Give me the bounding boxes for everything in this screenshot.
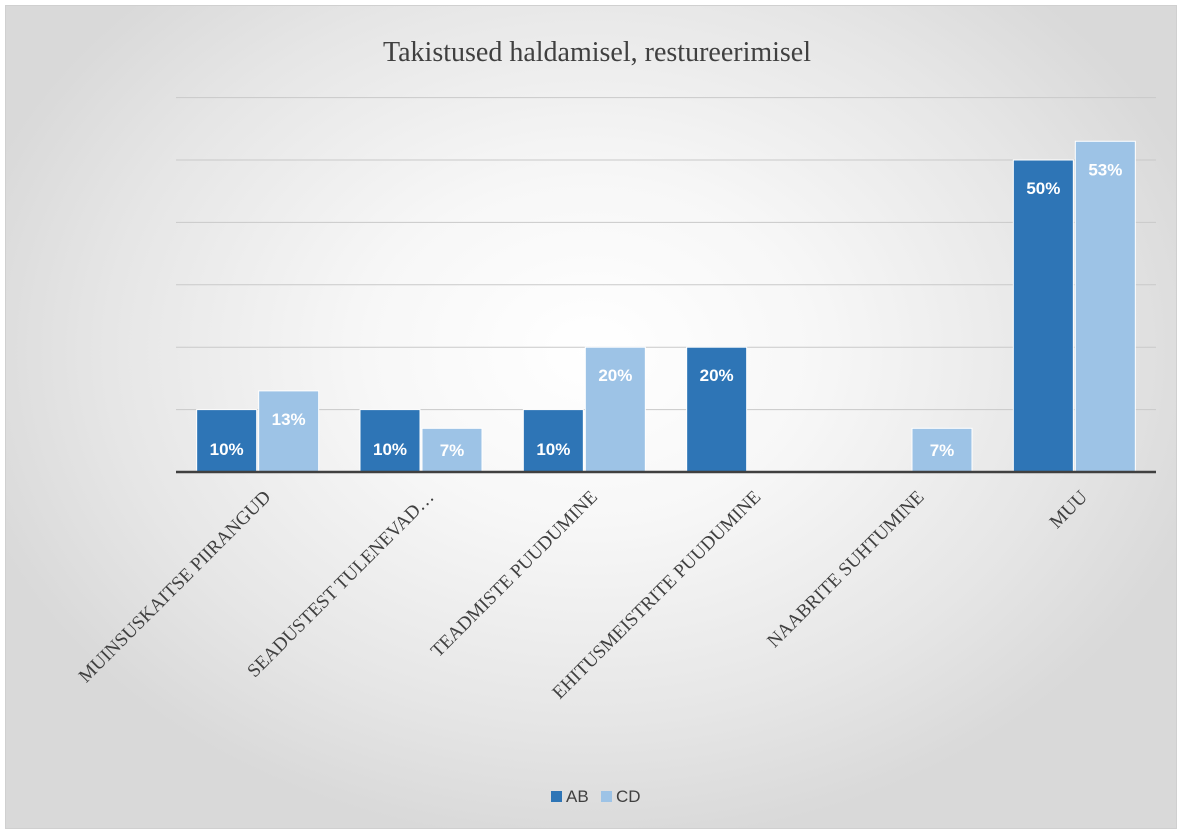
data-label: 20% xyxy=(700,366,734,385)
data-label: 13% xyxy=(272,410,306,429)
data-label: 10% xyxy=(210,440,244,459)
legend-swatch-cd xyxy=(601,791,612,802)
bar-cd-1 xyxy=(421,427,483,473)
data-label: 10% xyxy=(536,440,570,459)
legend: AB CD xyxy=(551,787,641,806)
data-label: 10% xyxy=(373,440,407,459)
data-label: 7% xyxy=(930,441,955,460)
legend-swatch-ab xyxy=(551,791,562,802)
data-label: 20% xyxy=(598,366,632,385)
data-label: 50% xyxy=(1026,179,1060,198)
data-label: 53% xyxy=(1088,160,1122,179)
bar-chart: Takistused haldamisel, restureerimisel 1… xyxy=(75,37,1156,806)
bar-cd-2 xyxy=(584,346,646,473)
category-label: NAABRITE SUHTUMINE xyxy=(763,487,928,652)
bar-cd-4 xyxy=(911,427,973,473)
bar-ab-1 xyxy=(359,409,421,473)
legend-label-ab: AB xyxy=(566,787,589,806)
bar-cd-5 xyxy=(1074,140,1136,473)
bar-ab-3 xyxy=(686,346,748,473)
data-label: 7% xyxy=(440,441,465,460)
category-label: SEADUSTEST TULENEVAD… xyxy=(243,487,438,682)
bar-ab-5 xyxy=(1012,159,1074,473)
data-labels: 10% 13% 10% 7% 10% 20% 20% 7% 50% 53% xyxy=(210,160,1123,460)
legend-label-cd: CD xyxy=(616,787,641,806)
category-label: TEADMISTE PUUDUMINE xyxy=(427,487,602,662)
category-label: MUINSUSKAITSE PIIRANGUD xyxy=(75,487,275,687)
chart-area: Takistused haldamisel, restureerimisel 1… xyxy=(5,5,1177,829)
chart-title: Takistused haldamisel, restureerimisel xyxy=(383,37,811,68)
bar-cd-0 xyxy=(258,390,320,473)
bars xyxy=(196,140,1136,473)
category-label: MUU xyxy=(1046,486,1092,532)
gridlines xyxy=(176,97,1156,411)
bar-ab-2 xyxy=(522,409,584,473)
